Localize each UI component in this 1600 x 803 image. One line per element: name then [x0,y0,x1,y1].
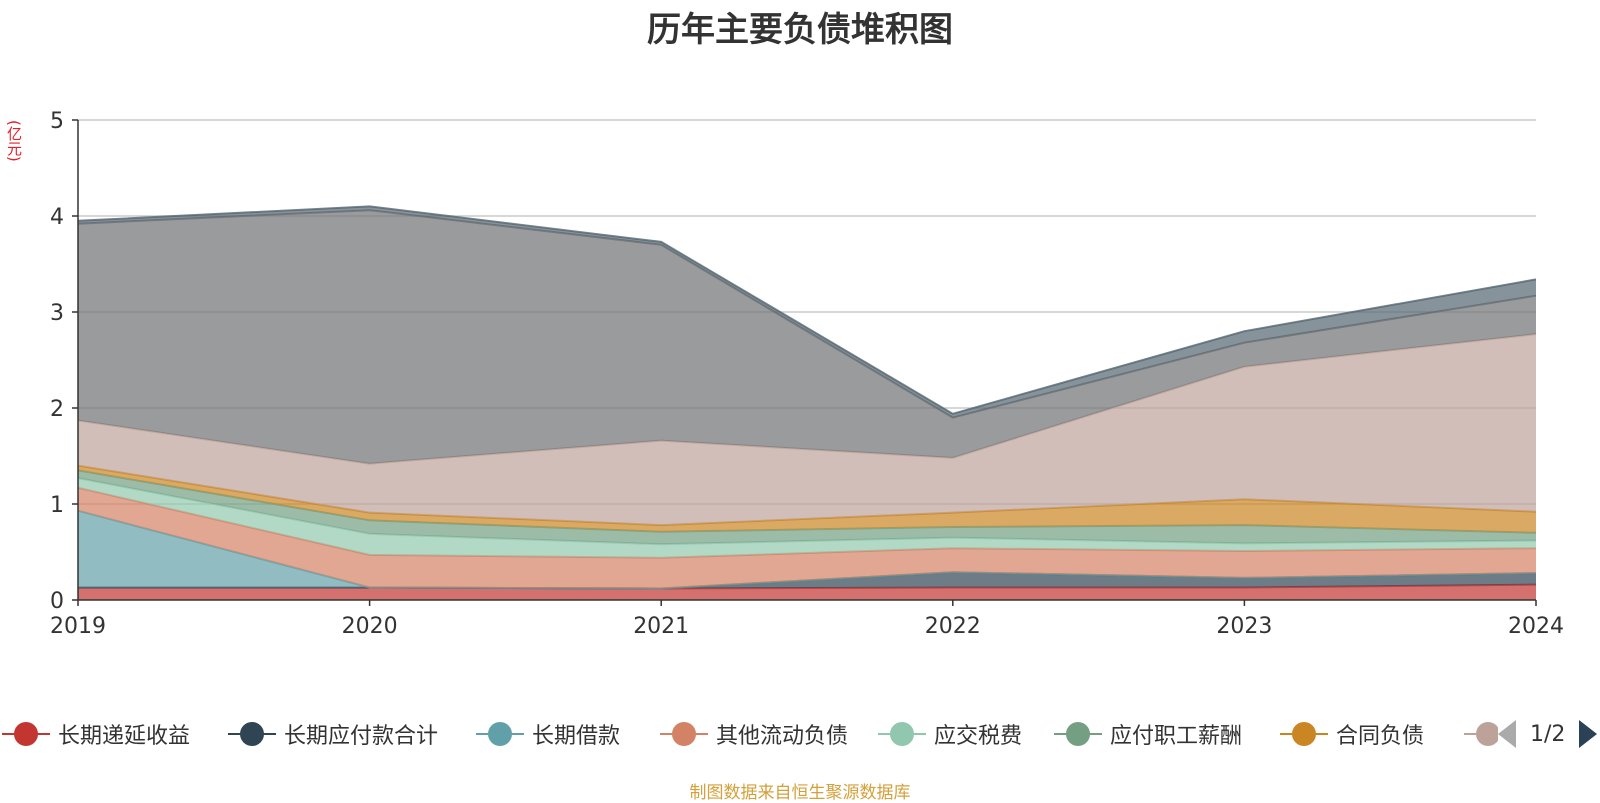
area-series [78,478,1536,558]
legend-label: 其他流动负债 [716,724,849,749]
legend-label: 长期借款 [532,724,621,749]
x-tick-label: 2023 [1216,614,1272,639]
legend-item[interactable]: 应交税费 [876,716,1022,752]
source-note: 制图数据来自恒生聚源数据库 [689,783,911,803]
legend-next-icon[interactable] [1579,720,1598,748]
x-tick-label: 2020 [342,614,398,639]
area-series-line [77,205,1537,415]
legend-symbol [1052,716,1104,752]
y-axis-unit: (亿元) [5,120,23,162]
y-tick-label: 2 [50,397,64,422]
x-tick-label: 2024 [1508,614,1564,639]
y-tick-label: 0 [50,589,64,614]
legend-label: 应付职工薪酬 [1110,724,1243,749]
legend-symbol [1462,716,1498,752]
area-series [78,572,1536,589]
legend-symbol [0,716,52,752]
area-series [78,487,1536,589]
legend-label: 长期递延收益 [58,724,191,749]
x-tick-label: 2021 [633,614,689,639]
legend-item[interactable]: 合同负债 [1278,716,1424,752]
stacked-area-chart: 0 1 2 3 4 5 2019 2020 2021 2022 2023 2024 [50,109,1564,639]
legend-pager: 1/2 [1498,716,1598,752]
legend-item[interactable] [1462,716,1498,752]
y-tick-label: 3 [50,301,64,326]
legend-item[interactable]: 长期借款 [474,716,620,752]
y-tick-label: 4 [50,205,64,230]
area-series-line [77,469,1537,534]
legend-item[interactable]: 长期应付款合计 [226,716,438,752]
area-series [78,210,1536,464]
legend-symbol [1278,716,1330,752]
y-tick-label: 5 [50,109,64,134]
legend-symbol [876,716,928,752]
x-tick-label: 2019 [50,614,106,639]
legend-prev-icon[interactable] [1498,720,1516,748]
legend-item[interactable]: 应付职工薪酬 [1052,716,1242,752]
legend: 长期递延收益 长期应付款合计 长期借款 其他流动负债 应交税费 应付职工薪酬 合同负债 [0,716,1600,752]
area-series [78,334,1536,526]
area-series [78,510,1536,589]
legend-symbol [226,716,278,752]
chart-title: 历年主要负债堆积图 [647,10,953,50]
x-tick-label: 2022 [925,614,981,639]
legend-page-indicator: 1/2 [1530,721,1566,747]
legend-symbol [658,716,710,752]
legend-item[interactable]: 长期递延收益 [0,716,190,752]
legend-symbol [474,716,526,752]
y-tick-label: 1 [50,493,64,518]
legend-label: 长期应付款合计 [284,724,439,749]
legend-label: 应交税费 [934,724,1023,749]
legend-label: 合同负债 [1336,724,1425,749]
legend-item[interactable]: 其他流动负债 [658,716,848,752]
